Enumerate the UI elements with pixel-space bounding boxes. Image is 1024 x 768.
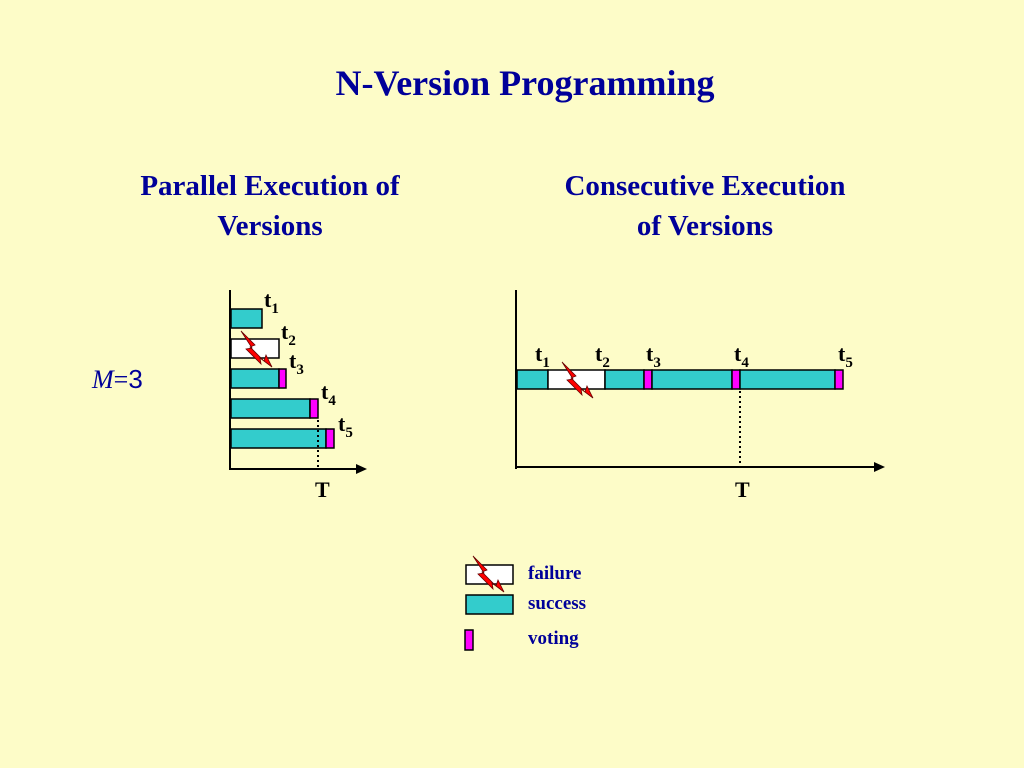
parallel-subtitle-line-1: Parallel Execution of: [140, 170, 400, 202]
consecutive-version-3-success: [604, 369, 645, 390]
parallel-label-t1: t1: [264, 287, 279, 317]
m-variable: M: [92, 365, 114, 394]
consecutive-vote-5: [834, 369, 844, 390]
legend-success-swatch: [465, 594, 514, 615]
consecutive-vote-4: [731, 369, 741, 390]
m-label: M=3: [92, 364, 143, 395]
consecutive-x-arrow: [874, 462, 885, 472]
consecutive-version-4-success: [651, 369, 733, 390]
parallel-diagram: t1 t2 t3 t4 t5 T: [229, 287, 367, 502]
consecutive-deadline-label: T: [735, 477, 750, 502]
parallel-vote-3: [278, 368, 287, 389]
slide-title: N-Version Programming: [335, 63, 715, 103]
consecutive-version-5-success: [739, 369, 836, 390]
consecutive-subtitle-line-2: of Versions: [636, 210, 774, 242]
consecutive-diagram: t1 t2 t3 t4 t5 T: [515, 290, 885, 502]
legend-voting-swatch: [464, 629, 474, 651]
parallel-version-4-success: [230, 398, 311, 419]
parallel-deadline-label: T: [315, 477, 330, 502]
consecutive-label-t3: t3: [646, 341, 661, 371]
parallel-label-t4: t4: [321, 379, 336, 409]
parallel-label-t2: t2: [281, 319, 296, 349]
parallel-version-5-success: [230, 428, 327, 449]
parallel-version-1-success: [230, 308, 263, 329]
parallel-label-t5: t5: [338, 411, 353, 441]
legend: [464, 555, 514, 651]
consecutive-label-t5: t5: [838, 341, 853, 371]
parallel-subtitle: Parallel Execution of Versions: [100, 166, 440, 246]
parallel-subtitle-line-2: Versions: [217, 210, 323, 242]
consecutive-subtitle: Consecutive Execution of Versions: [520, 166, 890, 246]
parallel-vote-5: [325, 428, 335, 449]
parallel-vote-4: [309, 398, 319, 419]
consecutive-version-1-success: [516, 369, 549, 390]
legend-voting-label: voting: [528, 628, 579, 649]
consecutive-label-t2: t2: [595, 341, 610, 371]
m-value: 3: [128, 364, 143, 394]
parallel-version-3-success: [230, 368, 280, 389]
m-equals: =: [113, 365, 129, 394]
consecutive-vote-3: [643, 369, 653, 390]
legend-failure-label: failure: [528, 563, 582, 584]
consecutive-label-t4: t4: [734, 341, 749, 371]
consecutive-subtitle-line-1: Consecutive Execution: [564, 170, 846, 202]
parallel-label-t3: t3: [289, 348, 304, 378]
consecutive-label-t1: t1: [535, 341, 550, 371]
parallel-x-arrow: [356, 464, 367, 474]
legend-success-label: success: [528, 593, 587, 614]
